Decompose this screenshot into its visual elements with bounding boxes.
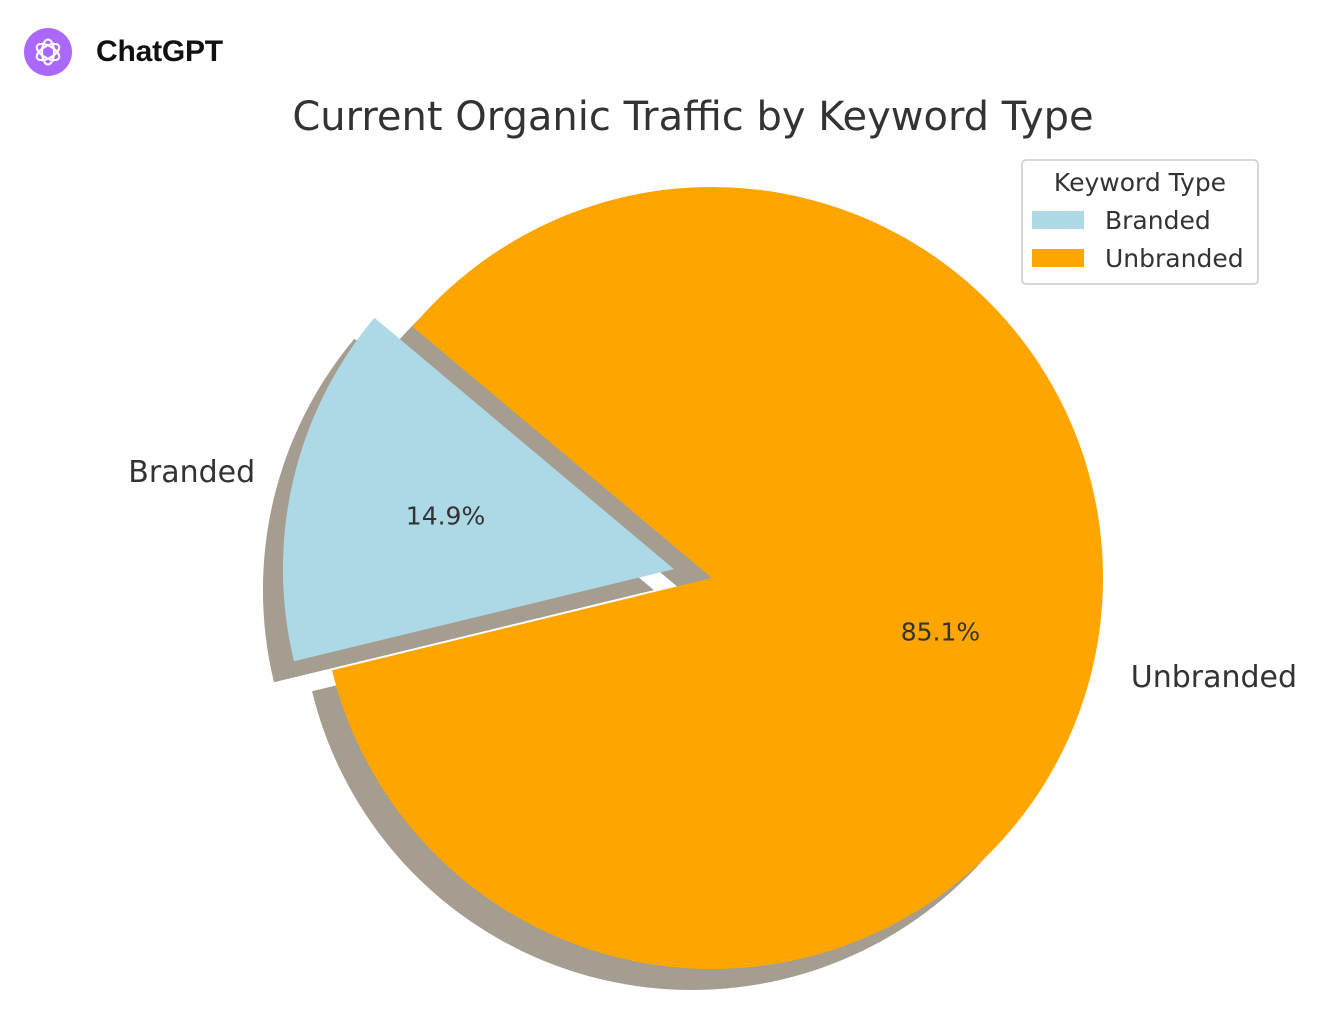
- legend-swatch-branded: [1032, 211, 1084, 229]
- legend-label-unbranded: Unbranded: [1105, 244, 1244, 273]
- legend-swatch-unbranded: [1032, 249, 1084, 267]
- legend-title: Keyword Type: [1054, 168, 1226, 197]
- app-name: ChatGPT: [96, 35, 223, 68]
- app-header: ChatGPT: [24, 28, 223, 76]
- slice-percent-branded: 14.9%: [406, 502, 485, 531]
- chart-legend: Keyword Type Branded Unbranded: [1021, 159, 1259, 285]
- slice-percent-unbranded: 85.1%: [901, 617, 980, 646]
- legend-label-branded: Branded: [1105, 206, 1211, 235]
- slice-label-unbranded: Unbranded: [1131, 660, 1297, 695]
- pie-slice-unbranded: [332, 187, 1103, 970]
- chart-title: Current Organic Traffic by Keyword Type: [292, 94, 1093, 140]
- pie-slice-branded: [282, 317, 674, 662]
- slice-label-branded: Branded: [128, 455, 255, 490]
- openai-logo-icon: [24, 28, 72, 76]
